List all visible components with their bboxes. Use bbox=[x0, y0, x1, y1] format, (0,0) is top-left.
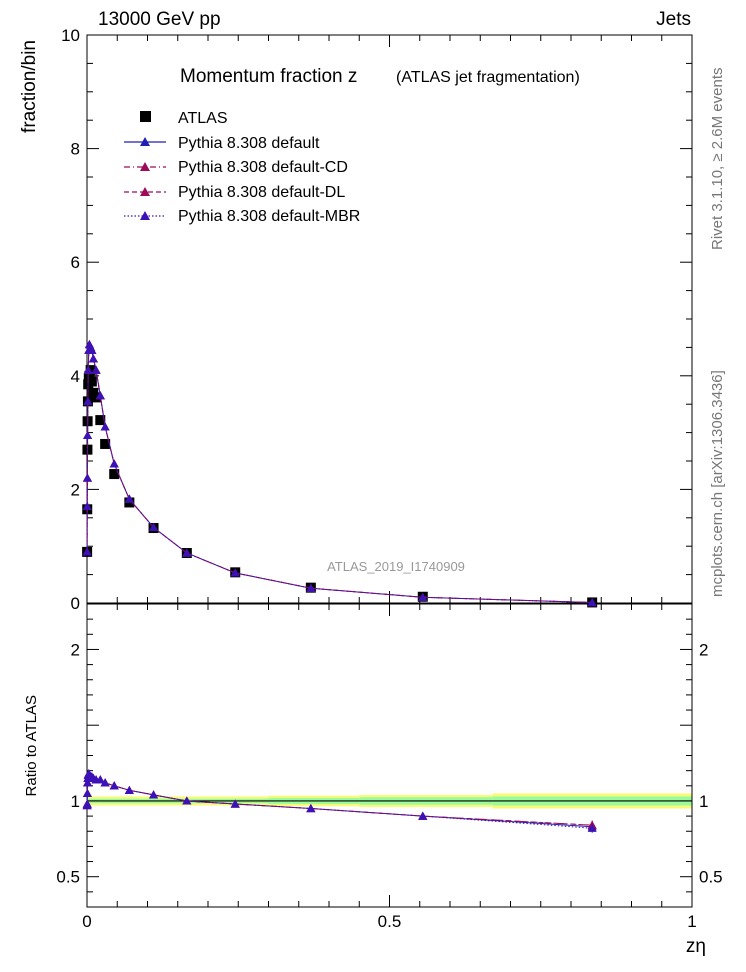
ratio-point-3 bbox=[82, 799, 92, 808]
main-point-4 bbox=[88, 354, 98, 363]
main-point-4 bbox=[91, 365, 101, 374]
legend-marker-dl bbox=[140, 187, 150, 196]
data-point-atlas bbox=[109, 469, 120, 480]
main-y-tick-label: 0 bbox=[71, 594, 80, 613]
data-point-atlas bbox=[86, 376, 97, 387]
ratio-point-3 bbox=[230, 799, 240, 808]
main-ylabel: fraction/bin bbox=[19, 40, 40, 133]
rivet-note: Rivet 3.1.10, ≥ 2.6M events bbox=[709, 68, 726, 251]
main-point-4 bbox=[149, 522, 159, 532]
ratio-point-3 bbox=[100, 778, 110, 787]
ratio-y-tick-label-left: 0.5 bbox=[56, 868, 80, 887]
main-point-4 bbox=[306, 583, 316, 592]
legend-marker-cd bbox=[140, 162, 150, 171]
ratio-point-3 bbox=[306, 804, 316, 813]
legend: ATLAS Pythia 8.308 default Pythia 8.308 … bbox=[124, 110, 360, 225]
ratio-uncertainty-bands bbox=[87, 793, 692, 809]
legend-marker-default bbox=[140, 137, 150, 146]
legend-marker-atlas bbox=[140, 111, 151, 122]
data-point-atlas bbox=[91, 392, 102, 403]
main-y-tick-label: 10 bbox=[61, 26, 80, 45]
main-point-4 bbox=[418, 592, 428, 601]
chart-subtitle: (ATLAS jet fragmentation) bbox=[396, 69, 580, 86]
ratio-ylabel: Ratio to ATLAS bbox=[23, 695, 40, 796]
ratio-y-tick-label-right: 2 bbox=[699, 640, 708, 659]
main-point-4 bbox=[87, 345, 97, 354]
ratio-point-3 bbox=[124, 785, 134, 794]
main-point-4 bbox=[83, 430, 93, 440]
ratio-frame bbox=[86, 603, 693, 908]
main-point-4 bbox=[82, 501, 92, 511]
analysis-label: ATLAS_2019_I1740909 bbox=[327, 559, 465, 574]
main-point-4 bbox=[83, 365, 93, 374]
main-y-tick-label: 6 bbox=[71, 253, 80, 272]
ratio-point-3 bbox=[109, 781, 119, 790]
x-tick-label: 1 bbox=[687, 912, 696, 931]
main-point-4 bbox=[83, 396, 93, 405]
main-y-tick-label: 2 bbox=[71, 480, 80, 499]
main-point-4 bbox=[587, 598, 597, 607]
legend-label-atlas: ATLAS bbox=[178, 110, 228, 127]
ratio-series-layer bbox=[82, 769, 597, 833]
main-y-tick-label: 8 bbox=[71, 140, 80, 159]
main-point-4 bbox=[182, 548, 192, 557]
legend-label-default: Pythia 8.308 default bbox=[178, 135, 320, 152]
ratio-point-3 bbox=[83, 778, 93, 787]
main-series-layer bbox=[82, 340, 598, 608]
main-series-line-4 bbox=[86, 342, 593, 603]
xlabel: zη bbox=[686, 936, 706, 957]
x-tick-label: 0.5 bbox=[378, 912, 402, 931]
main-point-4 bbox=[95, 391, 105, 400]
ratio-y-tick-label-right: 1 bbox=[699, 792, 708, 811]
ratio-point-3 bbox=[149, 790, 159, 799]
data-point-atlas bbox=[100, 438, 111, 449]
legend-label-dl: Pythia 8.308 default-DL bbox=[178, 184, 345, 201]
legend-label-cd: Pythia 8.308 default-CD bbox=[178, 159, 348, 176]
main-point-4 bbox=[109, 459, 119, 468]
ratio-y-tick-label-right: 0.5 bbox=[699, 868, 723, 887]
legend-label-mbr: Pythia 8.308 default-MBR bbox=[178, 208, 360, 225]
header-left: 13000 GeV pp bbox=[98, 9, 221, 30]
main-point-4 bbox=[124, 494, 134, 503]
main-point-4 bbox=[100, 422, 110, 431]
main-point-4 bbox=[82, 473, 92, 482]
ratio-y-tick-label-left: 2 bbox=[71, 640, 80, 659]
data-point-atlas bbox=[95, 415, 106, 426]
ratio-point-3 bbox=[182, 796, 192, 805]
ratio-point-3 bbox=[418, 811, 428, 820]
main-y-tick-label: 4 bbox=[71, 367, 80, 386]
mcplots-note: mcplots.cern.ch [arXiv:1306.3436] bbox=[709, 370, 726, 597]
ratio-point-3 bbox=[95, 775, 105, 784]
main-point-4 bbox=[230, 568, 240, 577]
axis-ticks: 0 2 4 6 8 10 0 0.5 1 0.5 0.5 1 1 2 2 bbox=[56, 26, 722, 931]
header-right: Jets bbox=[656, 9, 691, 30]
main-point-4 bbox=[82, 547, 92, 556]
data-point-atlas bbox=[84, 370, 95, 381]
legend-marker-mbr bbox=[140, 211, 150, 220]
x-tick-label: 0 bbox=[82, 912, 91, 931]
chart-title: Momentum fraction z bbox=[180, 66, 357, 87]
ratio-y-tick-label-left: 1 bbox=[71, 792, 80, 811]
ratio-point-3 bbox=[587, 823, 597, 832]
ratio-point-3 bbox=[82, 788, 92, 797]
